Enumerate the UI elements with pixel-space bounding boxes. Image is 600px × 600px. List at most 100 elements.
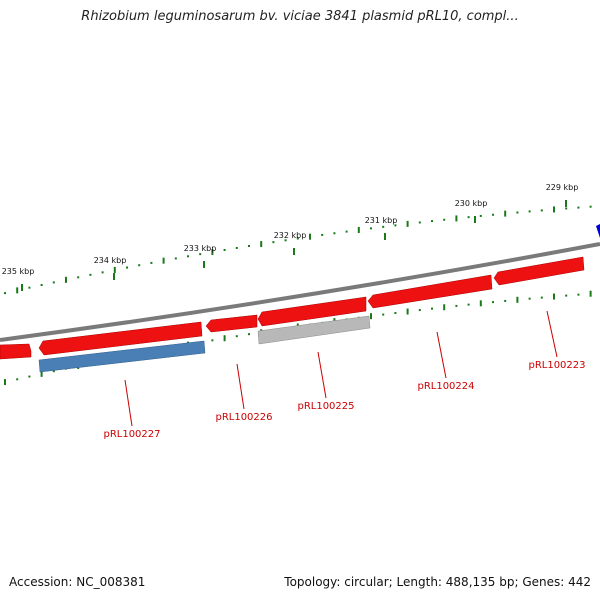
scale-dot (77, 276, 80, 279)
gc-dot (394, 312, 397, 315)
scale-dot (223, 248, 226, 251)
gc-dot (248, 333, 250, 336)
scale-tick-mark (293, 248, 295, 255)
scale-dot (162, 257, 165, 264)
scale-dot (272, 241, 275, 244)
gc-dot (4, 379, 6, 386)
scale-dot (309, 233, 311, 240)
page-title: Rhizobium leguminosarum bv. viciae 3841 … (81, 9, 519, 24)
gc-dot (443, 304, 446, 311)
gc-dot (479, 300, 482, 307)
gc-dot (370, 313, 372, 320)
scale-dot (89, 273, 92, 276)
gc-dot (223, 335, 226, 342)
gc-dot (382, 313, 385, 316)
scale-dot (174, 257, 177, 260)
scale-dot (431, 220, 433, 223)
scale-dot (321, 233, 324, 236)
gc-dot (40, 370, 43, 377)
scale-dot (492, 213, 494, 216)
gene-leader-line (436, 331, 447, 379)
gene-bar-blue[interactable] (38, 340, 206, 373)
gc-dot (516, 296, 519, 303)
gene-arrow-pRL100224[interactable] (367, 274, 493, 309)
scale-dot (418, 221, 421, 224)
scale-ticks: 229 kbp 230 kbp 231 kbp 232 kbp 233 kbp 234 k… (2, 183, 578, 291)
scale-tick-mark (474, 216, 476, 223)
scale-tick-mark (565, 200, 567, 207)
gene-arrow[interactable] (0, 343, 32, 360)
scale-dot (4, 292, 6, 295)
accession-label: Accession: NC_008381 (9, 575, 146, 589)
scale-dot (16, 287, 19, 294)
scale-dot (28, 286, 31, 289)
scale-dot (577, 206, 580, 209)
scale-dot (138, 264, 141, 267)
gene-arrow-pRL100227[interactable] (38, 321, 203, 356)
scale-tick-label: 233 kbp (184, 244, 217, 253)
gene-label[interactable]: pRL100223 (528, 360, 585, 371)
scale-dot (528, 210, 531, 213)
scale-dot (150, 261, 153, 264)
scale-dot (540, 209, 543, 212)
gene-label[interactable]: pRL100226 (215, 412, 272, 423)
scale-dot (199, 253, 202, 256)
genome-backbone (0, 242, 600, 342)
scale-tick-mark (21, 284, 23, 291)
gc-dot (455, 304, 458, 307)
gc-dot (589, 290, 592, 297)
gene-arrow-pRL100225-fwd[interactable] (257, 296, 367, 327)
gc-dot (577, 293, 580, 296)
scale-dot (406, 220, 409, 227)
gc-dot (418, 309, 421, 312)
gc-dot (52, 370, 55, 373)
gc-dot (467, 303, 470, 306)
gc-dot (528, 297, 531, 300)
scale-dot (284, 239, 287, 242)
gene-labels: pRL100223 pRL100224 pRL100225 pRL100226 pRL1… (103, 310, 586, 440)
gene-leader-line (236, 363, 245, 410)
scale-dot (235, 246, 238, 249)
scale-dot (333, 232, 336, 235)
gene-bar-grey[interactable] (257, 315, 371, 345)
scale-dot (467, 216, 470, 219)
gc-dot (540, 296, 543, 299)
gene-label[interactable]: pRL100227 (103, 429, 160, 440)
scale-dot (382, 225, 385, 228)
gc-dot (504, 299, 507, 302)
gc-dot (492, 301, 494, 304)
scale-dot (260, 241, 263, 248)
scale-dot (65, 276, 67, 283)
scale-dot (357, 226, 360, 233)
scale-dot (394, 224, 397, 227)
scale-dot (296, 237, 299, 240)
scale-dot (565, 207, 568, 210)
gene-leader-line (317, 351, 327, 399)
scale-dot (370, 227, 372, 230)
scale-tick-mark (203, 261, 205, 268)
scale-dot (211, 249, 214, 256)
scale-dot (345, 230, 348, 233)
gene-leader-line (546, 310, 558, 358)
scale-tick-label: 232 kbp (274, 231, 307, 240)
gene-arrow-pRL100226[interactable] (205, 314, 258, 333)
scale-dot (101, 271, 104, 274)
gc-dot (28, 375, 31, 378)
scale-dot (589, 205, 592, 208)
gc-dot (211, 339, 214, 342)
scale-tick-label: 231 kbp (365, 216, 398, 225)
scale-tick-label: 235 kbp (2, 267, 35, 276)
gc-dot (565, 294, 568, 297)
scale-dot (40, 284, 43, 287)
gc-dot (431, 307, 433, 310)
gene-label[interactable]: pRL100224 (417, 381, 474, 392)
scale-dot (126, 266, 128, 269)
gene-label[interactable]: pRL100225 (297, 401, 354, 412)
gene-arrow-pRL100223[interactable] (493, 256, 585, 286)
strand-marker-icon (596, 224, 600, 238)
gc-dot (235, 335, 238, 338)
scale-dot (187, 255, 189, 258)
gene-leader-line (124, 379, 133, 427)
